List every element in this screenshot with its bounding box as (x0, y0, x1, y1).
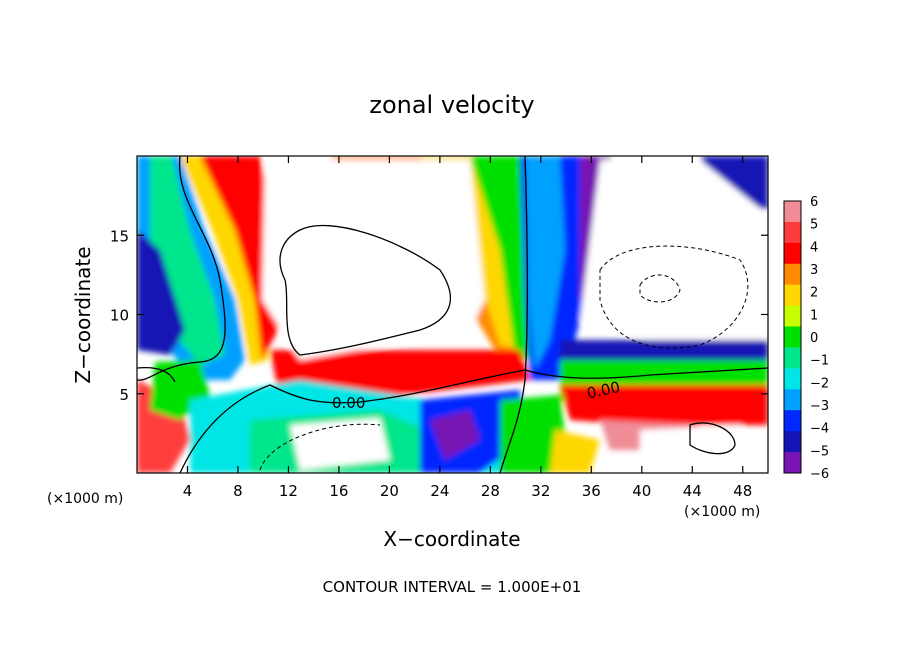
colorbar-swatch (784, 326, 801, 348)
y-tick-label: 15 (110, 227, 129, 245)
zero-contours (137, 156, 768, 473)
x-tick-label: 8 (233, 482, 243, 500)
x-unit-left: (×1000 m) (47, 491, 123, 507)
colorbar-label: 3 (810, 263, 818, 278)
chart-title: zonal velocity (369, 91, 534, 119)
colorbar-swatch (784, 221, 801, 244)
y-axis-title: Z−coordinate (71, 246, 95, 383)
x-tick-label: 36 (582, 482, 601, 500)
x-tick-label: 44 (683, 482, 702, 500)
x-axis-title: X−coordinate (383, 527, 520, 551)
colorbar-label: −1 (810, 354, 829, 369)
x-unit-right: (×1000 m) (684, 504, 760, 520)
colorbar-label: −6 (810, 467, 829, 482)
colorbar-swatch (784, 389, 801, 411)
colorbar-swatch (784, 368, 801, 390)
colorbar-label: 1 (810, 308, 818, 323)
colorbar-label: 0 (810, 331, 818, 346)
x-tick-label: 12 (279, 482, 298, 500)
x-tick-label: 48 (733, 482, 752, 500)
colorbar-label: 2 (810, 286, 818, 301)
colorbar-label: −2 (810, 376, 829, 391)
x-tick-label: 28 (481, 482, 500, 500)
colorbar-frame (783, 200, 802, 474)
negative-contours (259, 245, 749, 471)
y-axis: 5 10 15 (110, 227, 768, 404)
colorbar-swatch (784, 452, 801, 474)
colorbar-swatch (784, 263, 801, 286)
colorbar-label: −4 (810, 422, 829, 437)
x-tick-label: 16 (329, 482, 348, 500)
y-tick-label: 10 (110, 307, 129, 325)
colorbar-label: −5 (810, 444, 829, 459)
x-axis: 4 8 12 16 20 24 28 32 36 40 44 48 (183, 156, 752, 500)
colorbar-swatch (784, 305, 801, 328)
contour-interval-note: CONTOUR INTERVAL = 1.000E+01 (323, 578, 582, 596)
colorbar: 6 5 4 3 2 1 0 −1 −2 −3 −4 −5 −6 (783, 195, 829, 482)
colorbar-label: 4 (810, 240, 818, 255)
x-tick-label: 20 (380, 482, 399, 500)
y-tick-label: 5 (119, 386, 129, 404)
x-tick-label: 24 (430, 482, 449, 500)
heatmap-field (137, 156, 768, 473)
colorbar-swatch (784, 201, 801, 223)
colorbar-swatch (784, 347, 801, 369)
x-tick-label: 32 (531, 482, 550, 500)
colorbar-label: 6 (810, 195, 818, 210)
colorbar-swatch (784, 431, 801, 453)
colorbar-swatch (784, 284, 801, 307)
colorbar-swatch (784, 242, 801, 265)
colorbar-swatch (784, 410, 801, 432)
colorbar-label: 5 (810, 218, 818, 233)
x-tick-label: 4 (183, 482, 193, 500)
contour-label-1: 0.00 (332, 394, 365, 412)
colorbar-label: −3 (810, 399, 829, 414)
x-tick-label: 40 (632, 482, 651, 500)
